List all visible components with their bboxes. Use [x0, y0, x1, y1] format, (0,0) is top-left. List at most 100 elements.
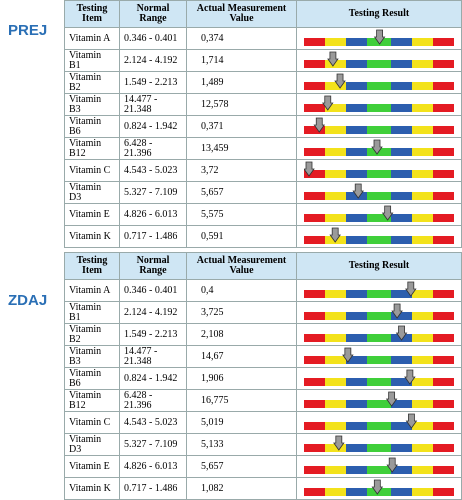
gauge-pointer: [405, 281, 417, 297]
gauge-segment: [433, 169, 454, 178]
gauge-segment: [391, 235, 412, 244]
data-row: Vitamin B3 14.477 - 21.348 14,67: [64, 345, 462, 368]
gauge-segment: [367, 443, 391, 452]
gauge-segment: [412, 213, 433, 222]
gauge-segment: [412, 125, 433, 134]
gauge-segment: [412, 37, 433, 46]
header-cell: Actual Measurement Value: [186, 0, 297, 28]
gauge-segment: [304, 103, 325, 112]
gauge-segment: [367, 421, 391, 430]
result-cell: [296, 279, 462, 302]
cell: 0.717 - 1.486: [119, 477, 187, 500]
gauge-pointer: [321, 95, 334, 111]
gauge-segment: [391, 289, 412, 298]
gauge-segment: [433, 399, 454, 408]
gauge-segment: [391, 191, 412, 200]
gauge-segment: [304, 235, 325, 244]
results-table: Testing Item Normal Range Actual Measureme…: [64, 252, 462, 500]
cell: 0.346 - 0.401: [119, 279, 187, 302]
gauge-segment: [346, 399, 367, 408]
cell: 12,578: [186, 93, 297, 116]
result-gauge: [304, 183, 454, 200]
gauge-segment: [391, 81, 412, 90]
gauge-segment: [391, 103, 412, 112]
header-cell: Actual Measurement Value: [186, 252, 297, 280]
gauge-pointer: [386, 457, 398, 473]
header-cell: Testing Result: [296, 252, 462, 280]
gauge-segment: [304, 213, 325, 222]
gauge-segment: [304, 37, 325, 46]
gauge-segment: [325, 443, 346, 452]
gauge-segment: [367, 81, 391, 90]
gauge-pointer: [333, 435, 345, 451]
data-row: Vitamin B1 2.124 - 4.192 1,714: [64, 49, 462, 72]
gauge-segment: [304, 169, 325, 178]
gauge-segment: [412, 169, 433, 178]
gauge-segment: [391, 125, 412, 134]
gauge-segment: [367, 169, 391, 178]
gauge-segment: [325, 311, 346, 320]
gauge-segment: [325, 125, 346, 134]
data-row: Vitamin D3 5.327 - 7.109 5,657: [64, 181, 462, 204]
gauge-segment: [346, 59, 367, 68]
result-cell: [296, 203, 462, 226]
gauge-segment: [433, 147, 454, 156]
result-cell: [296, 345, 462, 368]
result-gauge: [304, 435, 454, 452]
gauge-segment: [433, 125, 454, 134]
gauge-segment: [346, 355, 367, 364]
gauge-segment: [346, 147, 367, 156]
gauge-segment: [412, 421, 433, 430]
cell: 1,082: [186, 477, 297, 500]
gauge-segment: [367, 399, 391, 408]
cell: 0.346 - 0.401: [119, 27, 187, 50]
cell: Vitamin K: [64, 477, 120, 500]
gauge-segment: [346, 421, 367, 430]
cell: Vitamin C: [64, 159, 120, 182]
gauge-segment: [325, 191, 346, 200]
gauge-segment: [304, 311, 325, 320]
cell: 4.826 - 6.013: [119, 203, 187, 226]
gauge-segment: [391, 443, 412, 452]
cell: 14.477 - 21.348: [119, 345, 187, 368]
result-cell: [296, 225, 462, 248]
gauge-segment: [391, 421, 412, 430]
cell: 1.549 - 2.213: [119, 71, 187, 94]
result-cell: [296, 455, 462, 478]
cell: Vitamin D3: [64, 433, 120, 456]
gauge-pointer: [334, 73, 346, 89]
header-cell: Testing Item: [64, 0, 120, 28]
result-cell: [296, 323, 462, 346]
gauge-segment: [367, 355, 391, 364]
result-cell: [296, 159, 462, 182]
gauge-segment: [391, 355, 412, 364]
gauge-segment: [433, 191, 454, 200]
gauge-pointer: [373, 29, 386, 45]
gauge-segment: [412, 289, 433, 298]
gauge-segment: [325, 213, 346, 222]
gauge-segment: [325, 147, 346, 156]
gauge-segment: [367, 59, 391, 68]
gauge-segment: [346, 289, 367, 298]
gauge-segment: [433, 355, 454, 364]
gauge-segment: [304, 289, 325, 298]
result-gauge: [304, 369, 454, 386]
data-row: Vitamin K 0.717 - 1.486 0,591: [64, 225, 462, 248]
cell: 0.824 - 1.942: [119, 115, 187, 138]
gauge-segment: [433, 37, 454, 46]
result-cell: [296, 27, 462, 50]
gauge-segment: [433, 235, 454, 244]
cell: 1,714: [186, 49, 297, 72]
gauge-segment: [412, 235, 433, 244]
gauge-segment: [412, 59, 433, 68]
gauge-segment: [367, 213, 391, 222]
cell: 2,108: [186, 323, 297, 346]
header-cell: Testing Result: [296, 0, 462, 28]
gauge-segment: [325, 103, 346, 112]
data-row: Vitamin B3 14.477 - 21.348 12,578: [64, 93, 462, 116]
gauge-segment: [304, 377, 325, 386]
result-cell: [296, 389, 462, 412]
gauge-pointer: [385, 391, 398, 407]
gauge-segment: [346, 81, 367, 90]
gauge-segment: [325, 355, 346, 364]
